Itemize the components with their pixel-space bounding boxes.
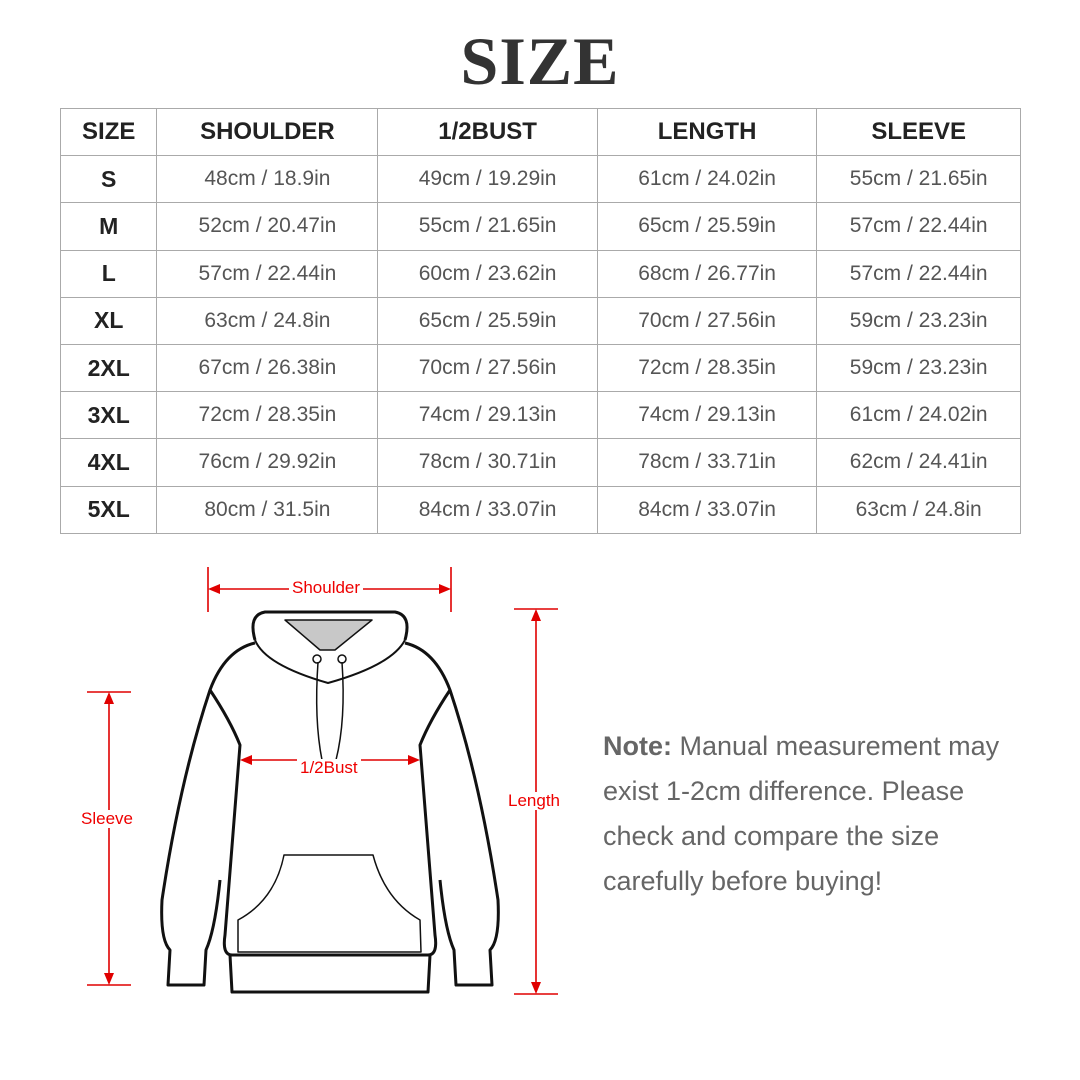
size-cell: S bbox=[59, 155, 158, 204]
note-label: Note: bbox=[603, 731, 672, 761]
table-row: L 57cm / 22.44in 60cm / 23.62in 68cm / 26.7… bbox=[59, 249, 1021, 298]
length-label: Length bbox=[505, 792, 563, 810]
note-line: exist 1-2cm difference. Please bbox=[603, 776, 965, 806]
table-row: 3XL 72cm / 28.35in 74cm / 29.13in 74cm / 29… bbox=[59, 391, 1021, 440]
measurement-cell: 68cm / 26.77in bbox=[596, 249, 818, 298]
measurement-cell: 61cm / 24.02in bbox=[816, 391, 1021, 440]
size-cell: 5XL bbox=[59, 485, 158, 534]
measurement-cell: 72cm / 28.35in bbox=[156, 391, 379, 440]
table-row: M 52cm / 20.47in 55cm / 21.65in 65cm / 25.5… bbox=[59, 202, 1021, 251]
measurement-cell: 55cm / 21.65in bbox=[377, 202, 598, 251]
measurement-cell: 61cm / 24.02in bbox=[596, 155, 818, 204]
measurement-cell: 84cm / 33.07in bbox=[596, 485, 818, 534]
header-sleeve: SLEEVE bbox=[816, 107, 1021, 157]
measurement-cell: 59cm / 23.23in bbox=[816, 296, 1021, 345]
size-cell: 2XL bbox=[59, 343, 158, 393]
measurement-cell: 80cm / 31.5in bbox=[156, 485, 379, 534]
hoodie-illustration bbox=[160, 610, 500, 994]
measurement-cell: 74cm / 29.13in bbox=[596, 391, 818, 440]
header-bust: 1/2BUST bbox=[377, 107, 598, 157]
size-table: SIZE SHOULDER 1/2BUST LENGTH SLEEVE S 48c… bbox=[59, 107, 1021, 534]
measurement-cell: 65cm / 25.59in bbox=[596, 202, 818, 251]
measurement-cell: 74cm / 29.13in bbox=[377, 391, 598, 440]
header-size: SIZE bbox=[59, 107, 158, 157]
size-cell: 3XL bbox=[59, 391, 158, 440]
measurement-note: Note: Manual measurement may exist 1-2cm… bbox=[603, 724, 1043, 904]
measurement-cell: 49cm / 19.29in bbox=[377, 155, 598, 204]
measurement-cell: 63cm / 24.8in bbox=[816, 485, 1021, 534]
measurement-cell: 78cm / 33.71in bbox=[596, 438, 818, 487]
measurement-cell: 84cm / 33.07in bbox=[377, 485, 598, 534]
table-row: 2XL 67cm / 26.38in 70cm / 27.56in 72cm / 28… bbox=[59, 343, 1021, 393]
measurement-cell: 48cm / 18.9in bbox=[156, 155, 379, 204]
measurement-cell: 57cm / 22.44in bbox=[816, 202, 1021, 251]
measurement-cell: 57cm / 22.44in bbox=[816, 249, 1021, 298]
note-line: carefully before buying! bbox=[603, 866, 883, 896]
measurement-cell: 78cm / 30.71in bbox=[377, 438, 598, 487]
page-title: SIZE bbox=[460, 23, 620, 99]
size-cell: XL bbox=[59, 296, 158, 345]
measurement-cell: 70cm / 27.56in bbox=[596, 296, 818, 345]
size-cell: M bbox=[59, 202, 158, 251]
header-length: LENGTH bbox=[596, 107, 818, 157]
measurement-cell: 52cm / 20.47in bbox=[156, 202, 379, 251]
sleeve-label: Sleeve bbox=[78, 810, 136, 828]
shoulder-label: Shoulder bbox=[289, 579, 364, 597]
measurement-cell: 72cm / 28.35in bbox=[596, 343, 818, 393]
note-line: check and compare the size bbox=[603, 821, 940, 851]
measurement-cell: 70cm / 27.56in bbox=[377, 343, 598, 393]
table-row: S 48cm / 18.9in 49cm / 19.29in 61cm / 24.02… bbox=[59, 155, 1021, 204]
table-row: 5XL 80cm / 31.5in 84cm / 33.07in 84cm / 33.… bbox=[59, 485, 1021, 534]
table-header-row: SIZE SHOULDER 1/2BUST LENGTH SLEEVE bbox=[59, 107, 1021, 157]
measurement-cell: 59cm / 23.23in bbox=[816, 343, 1021, 393]
measurement-cell: 76cm / 29.92in bbox=[156, 438, 379, 487]
note-line: Manual measurement may bbox=[679, 731, 1000, 761]
measurement-cell: 57cm / 22.44in bbox=[156, 249, 379, 298]
bust-label: 1/2Bust bbox=[297, 759, 361, 777]
measurement-cell: 60cm / 23.62in bbox=[377, 249, 598, 298]
table-row: 4XL 76cm / 29.92in 78cm / 30.71in 78cm / 33… bbox=[59, 438, 1021, 487]
measurement-cell: 55cm / 21.65in bbox=[816, 155, 1021, 204]
